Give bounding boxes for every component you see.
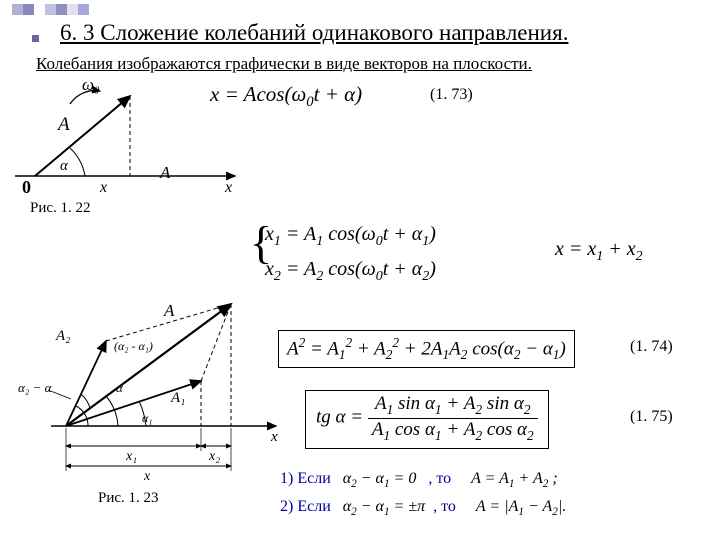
svg-text:x: x [143,469,151,484]
subtitle: Колебания изображаются графически в виде… [36,54,532,74]
svg-text:α: α [116,380,124,395]
svg-text:x₂: x₂ [208,449,220,464]
svg-text:x: x [270,429,278,445]
svg-text:α₂ − α: α₂ − α [18,380,53,395]
figure-1-22: ω₀ A α 0 x A x [10,76,240,196]
section-title: 6. 3 Сложение колебаний одинакового напр… [60,20,568,46]
svg-text:α: α [60,158,69,174]
svg-text:A₁: A₁ [170,390,185,406]
figure-1-23: A A₂ A₁ α (α₂ - α₁) α₁ α₂ − α x x₁ x₂ x [16,286,286,486]
svg-text:A₂: A₂ [55,328,70,344]
eqnum-1-75: (1. 75) [630,408,673,426]
equation-sum: x = x1 + x2 [555,238,643,265]
svg-text:x: x [224,179,232,196]
eqnum-1-73: (1. 73) [430,86,473,104]
corner-decoration [12,4,89,15]
svg-text:α₁: α₁ [142,411,152,425]
figure-1-22-label: Рис. 1. 22 [30,200,91,217]
svg-text:A: A [163,301,175,320]
svg-text:(α₂ - α₁): (α₂ - α₁) [114,339,153,353]
condition-1: 1) Если α2 − α1 = 0 , то A = A1 + A2 ; [280,470,558,490]
svg-text:x: x [99,179,107,196]
eqnum-1-74: (1. 74) [630,338,673,356]
condition-2: 2) Если α2 − α1 = ±π , то A = |A1 − A2|. [280,498,566,518]
svg-text:0: 0 [22,177,31,196]
equation-1-75: tg α = A1 sin α1 + A2 sin α2 A1 cos α1 +… [305,390,549,449]
equation-1-74: A2 = A12 + A22 + 2A1A2 cos(α2 − α1) [278,330,575,368]
equation-system: x1 = A1 cos(ω0t + α1) x2 = A2 cos(ω0t + … [265,218,436,289]
figure-1-23-label: Рис. 1. 23 [98,490,159,507]
bullet-icon [32,35,39,42]
svg-text:A: A [56,114,70,135]
svg-text:ω₀: ω₀ [82,76,100,94]
svg-text:x₁: x₁ [125,449,137,464]
svg-text:A: A [159,163,171,182]
